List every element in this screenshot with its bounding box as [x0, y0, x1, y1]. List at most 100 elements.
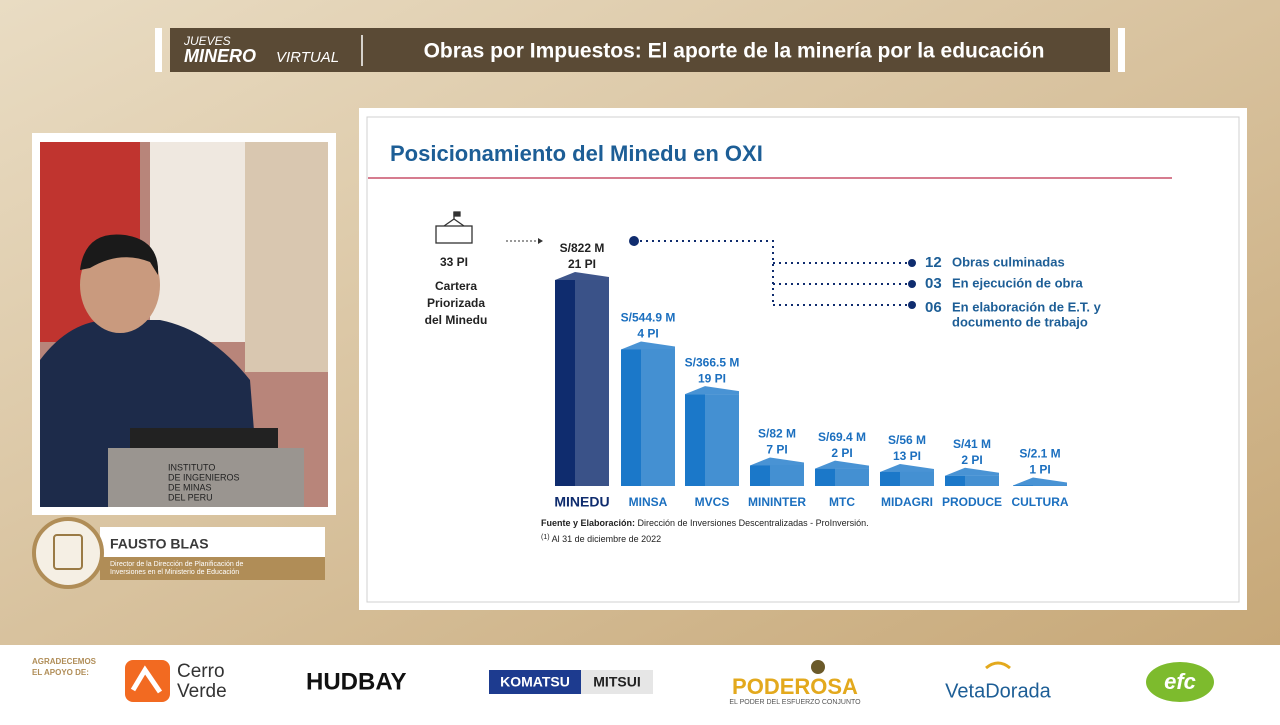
value-label: S/56 M — [888, 433, 926, 447]
slide-title: Posicionamiento del Minedu en OXI — [390, 141, 763, 166]
pi-label: 19 PI — [698, 371, 726, 385]
bar-top — [945, 467, 999, 476]
portfolio-label: Cartera Priorizada del Minedu — [425, 279, 488, 327]
bar — [621, 349, 675, 486]
bar-edge — [155, 28, 162, 72]
bar — [815, 468, 869, 486]
bar-side — [575, 280, 609, 486]
source: Fuente y Elaboración: Dirección de Inver… — [541, 518, 869, 528]
pi-label: 7 PI — [766, 443, 787, 457]
thanks: AGRADECEMOS — [32, 657, 97, 666]
footnote-mark: (1) — [541, 534, 550, 541]
category-label: MINEDU — [554, 494, 609, 510]
brand-top: JUEVES — [183, 34, 231, 48]
breakdown-label: En ejecución de obra — [952, 275, 1084, 290]
speaker-role: Director de la Dirección de Planificació… — [110, 561, 244, 576]
portfolio-count: 33 PI — [440, 255, 468, 269]
breakdown-count: 06 — [925, 299, 942, 316]
category-label: MIDAGRI — [881, 495, 933, 509]
portfolio-line: Cartera — [435, 279, 477, 293]
bar-top — [880, 463, 934, 472]
bar-side — [900, 471, 934, 486]
connector — [634, 240, 910, 306]
podium — [108, 448, 304, 507]
connector-dot — [908, 301, 916, 309]
logo-badge — [32, 517, 104, 589]
bar-side — [965, 475, 999, 486]
connector-dot — [908, 259, 916, 267]
footnote: (1) Al 31 de diciembre de 2022 — [541, 534, 661, 545]
pi-label: 4 PI — [637, 327, 658, 341]
bar — [555, 280, 609, 486]
portfolio-line: del Minedu — [425, 313, 488, 327]
pi-label: 2 PI — [961, 453, 982, 467]
bar — [1013, 485, 1067, 486]
brand-sub: VIRTUAL — [276, 49, 339, 66]
category-label: MTC — [829, 495, 855, 509]
role-line: Inversiones en el Ministerio de Educació… — [110, 569, 239, 576]
portfolio-line: Priorizada — [427, 296, 485, 310]
role-line: Director de la Dirección de Planificació… — [110, 561, 244, 568]
komatsu-box — [489, 670, 581, 694]
footnote-text: Al 31 de diciembre de 2022 — [550, 534, 662, 544]
bar-top — [815, 460, 869, 469]
breakdown-label: documento de trabajo — [952, 314, 1088, 329]
pi-label: 13 PI — [893, 449, 921, 463]
school-icon — [435, 211, 473, 244]
bar — [880, 471, 934, 486]
value-label: S/822 M — [560, 241, 605, 255]
value-label: S/2.1 M — [1019, 447, 1060, 461]
podium-line: INSTITUTO — [168, 462, 215, 472]
bar-side — [835, 468, 869, 486]
source-label: Fuente y Elaboración: — [541, 518, 635, 528]
podium-line: DE MINAS — [168, 482, 212, 492]
podium-line: DEL PERU — [168, 492, 213, 502]
bar-top — [555, 272, 609, 280]
bar-top — [685, 386, 739, 395]
value-label: S/544.9 M — [621, 311, 676, 325]
cerro-mark — [130, 665, 163, 694]
poderosa: PODEROSA — [732, 674, 858, 699]
efc-logo — [1146, 662, 1214, 702]
category-label: CULTURA — [1011, 495, 1068, 509]
value-label: S/41 M — [953, 437, 991, 451]
bar-side — [641, 349, 675, 486]
source-text: Dirección de Inversiones Descentralizada… — [635, 518, 869, 528]
category-label: MININTER — [748, 495, 806, 509]
category-label: PRODUCE — [942, 495, 1002, 509]
bar-side — [1033, 485, 1067, 486]
cerro-logo — [125, 660, 170, 702]
category-label: MINSA — [629, 495, 668, 509]
role-plate — [100, 557, 325, 580]
veta-icon — [985, 661, 1011, 670]
hudbay: HUDBAY — [306, 668, 406, 695]
category-label: MVCS — [695, 495, 730, 509]
header-bar — [170, 28, 1110, 72]
poderosa-sub: EL PODER DEL ESFUERZO CONJUNTO — [729, 699, 861, 706]
cerro: Cerro — [177, 661, 225, 682]
laptop — [130, 428, 278, 448]
slide — [359, 108, 1247, 610]
bar — [750, 465, 804, 486]
bar-top — [750, 457, 804, 466]
pi-label: 1 PI — [1029, 463, 1050, 477]
value-label: S/366.5 M — [685, 355, 740, 369]
bar-top — [621, 341, 675, 350]
logo-shield — [53, 534, 83, 570]
komatsu: KOMATSU — [500, 674, 570, 690]
slide-border — [366, 116, 1240, 603]
poderosa-icon — [811, 660, 825, 674]
mitsui-box — [581, 670, 653, 694]
connector-dot — [629, 236, 639, 246]
connector-dot — [908, 280, 916, 288]
pi-label: 2 PI — [831, 446, 852, 460]
mitsui: MITSUI — [593, 674, 640, 690]
thanks: EL APOYO DE: — [32, 668, 89, 677]
speaker-name: FAUSTO BLAS — [110, 536, 209, 552]
pi-label: 21 PI — [568, 257, 596, 271]
breakdown-count: 12 — [925, 254, 942, 271]
bar — [685, 394, 739, 486]
header-title: Obras por Impuestos: El aporte de la min… — [424, 40, 1045, 63]
